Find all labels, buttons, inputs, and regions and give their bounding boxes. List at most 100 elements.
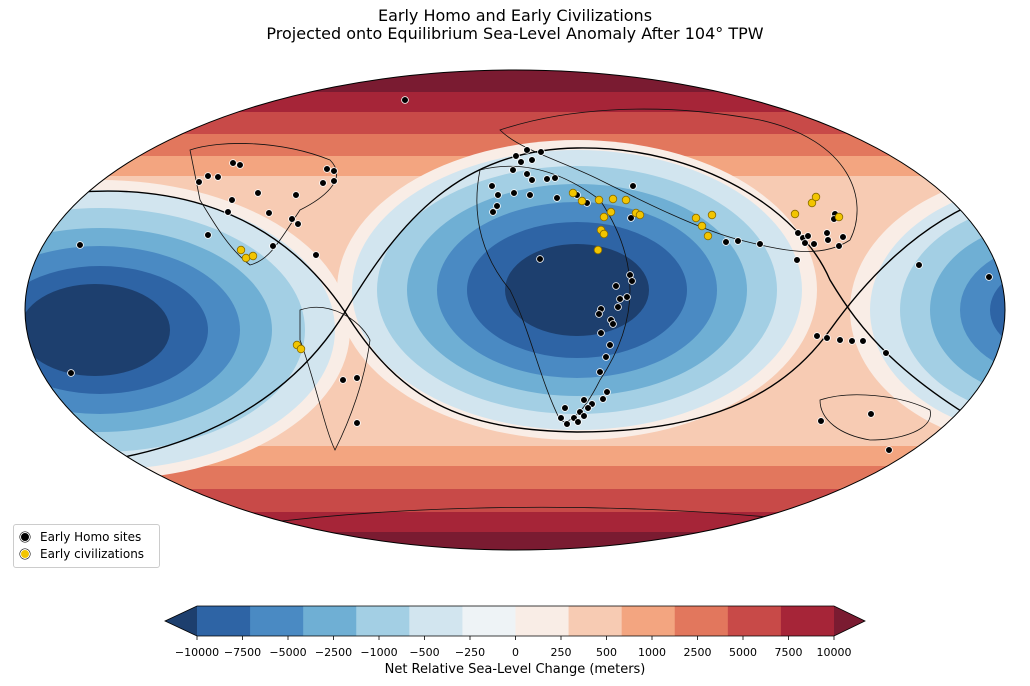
early-homo-site-marker [323,165,331,173]
early-homo-site-marker [536,255,544,263]
early-homo-site-marker [543,175,551,183]
colorbar-max-extend [834,606,865,636]
legend-item-civ: Early civilizations [20,547,144,561]
early-homo-site-marker [794,229,802,237]
early-civilization-marker [236,245,246,255]
central-blue-lobe [337,140,817,440]
colorbar-segment [197,606,251,636]
early-homo-site-marker [236,161,244,169]
early-homo-site-marker [292,191,300,199]
early-homo-site-marker [574,418,582,426]
early-civilization-marker [241,253,251,263]
early-civilization-marker [621,195,631,205]
early-homo-site-marker [985,273,993,281]
colorbar-segment [568,606,623,636]
early-civilization-marker [606,207,616,217]
early-homo-site-marker [823,334,831,342]
early-civilization-marker [697,221,707,231]
early-homo-site-marker [813,332,821,340]
early-homo-site-marker [584,404,592,412]
early-civilization-marker [807,198,817,208]
colorbar-tick-label: 250 [550,646,572,659]
early-homo-site-marker [551,174,559,182]
early-homo-site-marker [228,196,236,204]
early-civilization-marker [599,229,609,239]
early-homo-site-marker [339,376,347,384]
early-homo-site-marker [353,419,361,427]
map-legend: Early Homo sites Early civilizations [13,524,160,568]
early-homo-site-marker [885,446,893,454]
early-homo-site-marker [867,410,875,418]
early-homo-site-marker [623,293,631,301]
early-homo-site-marker [493,202,501,210]
colorbar-tick-label: 500 [596,646,617,659]
early-homo-site-marker [294,220,302,228]
early-homo-site-marker [629,182,637,190]
early-homo-site-marker [353,374,361,382]
early-homo-site-marker [229,159,237,167]
early-civilization-marker [707,210,717,220]
colorbar-tick-label: 7500 [774,646,803,659]
colorbar-tick-label: −5000 [269,646,307,659]
early-homo-site-marker [734,237,742,245]
early-homo-site-marker [517,158,525,166]
early-homo-site-marker [563,420,571,428]
colorbar-tick-label: −1000 [360,646,398,659]
early-homo-site-marker [224,208,232,216]
early-homo-site-marker [557,414,565,422]
colorbar [164,605,866,640]
early-homo-site-marker [580,412,588,420]
early-homo-site-marker [330,167,338,175]
early-homo-site-marker [599,395,607,403]
early-civilization-marker [568,188,578,198]
early-homo-site-marker [915,261,923,269]
early-homo-site-marker [628,277,636,285]
early-homo-site-marker [489,208,497,216]
right-blue-lobe [850,170,1005,450]
colorbar-tick-label: 0 [512,646,519,659]
early-homo-site-marker [265,209,273,217]
early-civilization-marker [593,245,603,255]
map-title-line1: Early Homo and Early Civilizations [377,6,653,25]
early-homo-site-marker [214,173,222,181]
legend-label-civ: Early civilizations [40,547,145,561]
black-dot-icon [20,532,30,542]
early-homo-site-marker [509,166,517,174]
colorbar-segment [727,606,782,636]
early-civilization-marker [248,251,258,261]
early-homo-site-marker [561,404,569,412]
early-homo-site-marker [882,349,890,357]
sea-level-field [25,70,1005,550]
legend-item-homo: Early Homo sites [20,530,141,544]
colorbar-segment [515,606,570,636]
colorbar-tick-label: −7500 [223,646,262,659]
early-homo-site-marker [606,341,614,349]
colorbar-tick-label: −10000 [174,646,220,659]
early-homo-site-marker [523,170,531,178]
early-homo-site-marker [817,417,825,425]
early-homo-site-marker [804,232,812,240]
colorbar-tick-label: 10000 [816,646,852,659]
early-civilization-marker [608,194,618,204]
colorbar-tick-label: −2500 [314,646,353,659]
early-civilization-marker [577,196,587,206]
early-homo-site-marker [793,256,801,264]
early-homo-site-marker [526,191,534,199]
early-homo-site-marker [401,96,409,104]
early-homo-site-marker [330,177,338,185]
early-civilization-marker [691,213,701,223]
early-homo-site-marker [616,295,624,303]
yellow-dot-icon [20,549,30,559]
early-homo-site-marker [204,172,212,180]
early-civilization-marker [811,192,821,202]
early-homo-site-marker [823,229,831,237]
colorbar-tick-label: −500 [409,646,440,659]
early-homo-site-marker [76,241,84,249]
zero-contour-line-2 [25,147,1005,467]
early-homo-site-marker [312,251,320,259]
early-homo-site-marker [848,337,856,345]
early-homo-site-marker [553,194,561,202]
early-civilization-marker [599,212,609,222]
early-homo-site-marker [722,238,730,246]
